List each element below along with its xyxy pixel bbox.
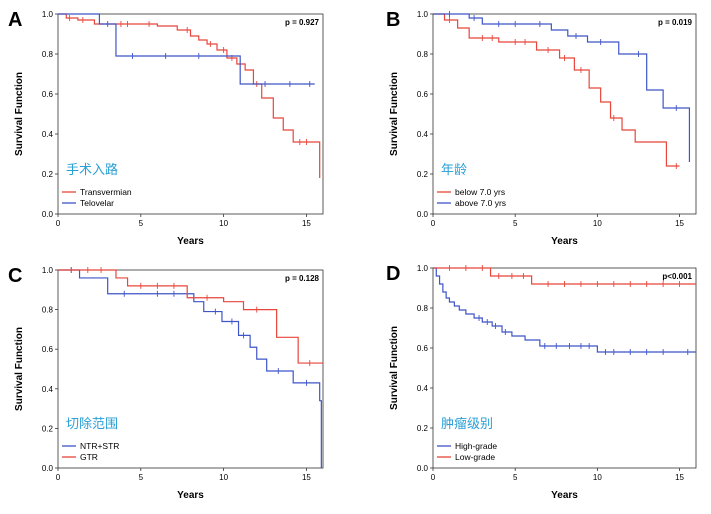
y-tick-label: 0.0 [417,464,429,473]
y-axis-title: Survival Function [14,72,25,156]
y-tick-label: 1.0 [42,10,54,19]
x-tick-label: 5 [513,219,518,228]
y-tick-label: 0.2 [417,170,429,179]
x-tick-label: 0 [56,219,61,228]
p-value-label: p<0.001 [662,272,692,281]
x-tick-label: 0 [56,473,61,482]
x-tick-label: 10 [593,219,602,228]
legend-label: Telovelar [80,198,114,208]
x-tick-label: 5 [513,473,518,482]
legend-label: Low-grade [455,452,495,462]
panel-letter: A [8,9,22,31]
series-line-high-grade [433,267,696,353]
annotation-label: 肿瘤级别 [441,416,493,431]
legend-label: below 7.0 yrs [455,187,505,197]
panel-letter: C [8,265,22,287]
plot-frame [57,13,324,215]
p-value-label: p = 0.927 [285,18,320,27]
y-tick-label: 0.8 [417,50,429,59]
annotation-label: 手术入路 [66,162,118,177]
x-tick-label: 0 [431,473,436,482]
y-axis-title: Survival Function [389,72,400,156]
panel-letter: B [386,9,400,31]
x-tick-label: 15 [302,473,311,482]
x-tick-label: 15 [675,219,684,228]
y-tick-label: 0.8 [42,50,54,59]
y-tick-label: 1.0 [417,10,429,19]
plot-frame [57,269,324,469]
legend-label: High-grade [455,441,497,451]
x-axis-title: Years [177,490,204,501]
y-tick-label: 0.0 [42,210,54,219]
y-tick-label: 0.4 [417,130,429,139]
series-line-above-7-0-yrs [433,13,691,162]
y-tick-label: 1.0 [42,266,54,275]
series-line-telovelar [58,13,315,85]
x-tick-label: 5 [139,219,144,228]
x-tick-label: 15 [675,473,684,482]
y-tick-label: 0.2 [42,170,54,179]
series-line-gtr [58,269,323,364]
y-tick-label: 1.0 [417,264,429,273]
y-tick-label: 0.0 [417,210,429,219]
legend-label: Transvermian [80,187,132,197]
y-axis-title: Survival Function [14,327,25,411]
y-tick-label: 0.4 [417,384,429,393]
legend-label: above 7.0 yrs [455,198,506,208]
x-tick-label: 15 [302,219,311,228]
x-tick-label: 10 [593,473,602,482]
y-tick-label: 0.6 [417,344,429,353]
annotation-label: 切除范围 [66,416,118,431]
x-tick-label: 10 [219,219,228,228]
series-line-low-grade [433,267,696,285]
y-axis-title: Survival Function [389,326,400,410]
p-value-label: p = 0.128 [285,274,320,283]
p-value-label: p = 0.019 [658,18,693,27]
annotation-label: 年龄 [441,162,467,177]
x-axis-title: Years [551,490,578,501]
x-axis-title: Years [551,236,578,247]
plot-frame [432,267,697,469]
y-tick-label: 0.6 [42,345,54,354]
y-tick-label: 0.8 [42,306,54,315]
y-tick-label: 0.0 [42,464,54,473]
y-tick-label: 0.4 [42,385,54,394]
series-line-below-7-0-yrs [433,13,680,167]
x-tick-label: 10 [219,473,228,482]
y-tick-label: 0.8 [417,304,429,313]
y-tick-label: 0.2 [417,424,429,433]
x-axis-title: Years [177,236,204,247]
x-tick-label: 0 [431,219,436,228]
y-tick-label: 0.2 [42,424,54,433]
legend-label: NTR+STR [80,441,119,451]
x-tick-label: 5 [139,473,144,482]
y-tick-label: 0.6 [417,90,429,99]
y-tick-label: 0.4 [42,130,54,139]
plot-frame [432,13,697,215]
series-line-ntr-str [58,269,322,468]
y-tick-label: 0.6 [42,90,54,99]
panel-letter: D [386,263,400,285]
legend-label: GTR [80,452,98,462]
